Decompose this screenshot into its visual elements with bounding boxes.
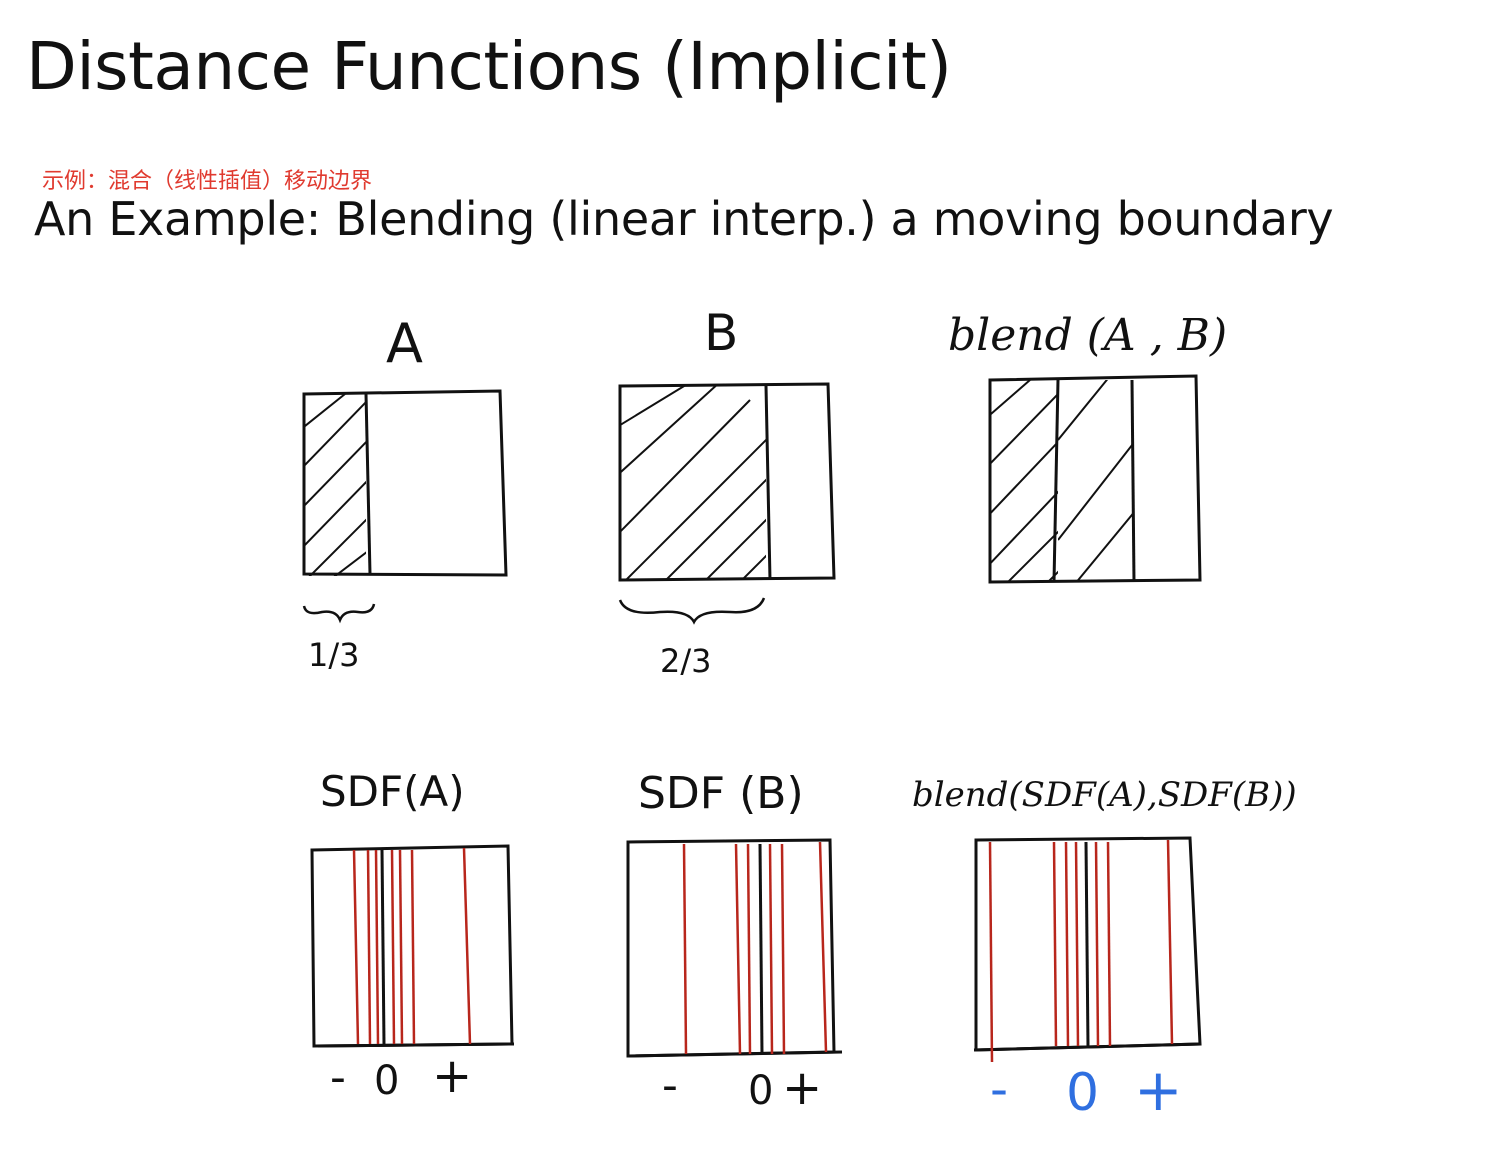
panel-sdf-b: SDF (B) - 0 + <box>626 768 843 1116</box>
panel-blend-hatch-dense <box>990 380 1058 582</box>
panel-sdf-blend-lines <box>988 839 1174 1063</box>
panel-sdf-a-lines <box>352 847 472 1045</box>
sdf-blend-zero: 0 <box>1066 1063 1099 1123</box>
panel-sdf-a-label: SDF(A) <box>320 767 465 816</box>
panel-sdf-b-label: SDF (B) <box>638 768 804 819</box>
panel-sdf-blend-label: blend(SDF(A),SDF(B)) <box>912 775 1297 815</box>
panel-blend: blend (A , B) <box>948 310 1227 584</box>
panel-sdf-blend-box <box>973 836 1202 1052</box>
panel-b-box <box>618 382 836 582</box>
panel-a: A 1/3 <box>302 312 508 674</box>
sdf-a-minus: - <box>330 1052 346 1103</box>
sdf-b-minus: - <box>662 1060 678 1111</box>
panel-a-brace <box>302 603 376 624</box>
panel-b-hatch <box>620 386 766 580</box>
panel-b: B 2/3 <box>618 304 836 680</box>
sdf-b-zero: 0 <box>748 1068 773 1114</box>
panel-sdf-blend: blend(SDF(A),SDF(B)) - 0 + <box>912 775 1297 1124</box>
panel-a-hatch <box>304 394 366 576</box>
panel-sdf-blend-zero-line <box>1084 841 1090 1047</box>
slide-subtitle: An Example: Blending (linear interp.) a … <box>34 192 1334 246</box>
panel-blend-box <box>988 374 1202 584</box>
panel-b-brace-label: 2/3 <box>660 642 712 680</box>
panel-blend-hatch-sparse <box>1058 380 1132 582</box>
panel-a-brace-label: 1/3 <box>308 636 360 674</box>
panel-blend-label: blend (A , B) <box>948 310 1227 361</box>
sdf-a-zero: 0 <box>374 1058 399 1104</box>
panel-b-brace <box>618 597 766 625</box>
chinese-annotation: 示例：混合（线性插值）移动边界 <box>42 169 373 194</box>
sdf-blend-plus: + <box>1134 1056 1183 1124</box>
panel-sdf-b-zero-line <box>758 843 764 1055</box>
sdf-blend-minus: - <box>990 1060 1008 1118</box>
slide-title: Distance Functions (Implicit) <box>26 28 952 105</box>
panel-sdf-a-zero-line <box>380 849 386 1045</box>
sdf-a-plus: + <box>432 1048 472 1104</box>
panel-sdf-a-box <box>310 844 515 1048</box>
panel-sdf-a: SDF(A) - 0 + <box>310 767 515 1104</box>
panel-sdf-b-box <box>626 838 843 1058</box>
panel-b-label: B <box>704 304 738 362</box>
sdf-b-plus: + <box>782 1060 822 1116</box>
panel-sdf-b-lines <box>682 841 828 1055</box>
panel-a-box <box>302 389 508 577</box>
panel-a-label: A <box>386 312 423 375</box>
